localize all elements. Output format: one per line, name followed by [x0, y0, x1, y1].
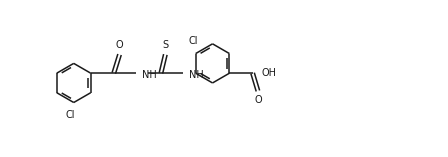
Text: Cl: Cl [189, 36, 198, 46]
Text: O: O [116, 41, 123, 51]
Text: NH: NH [142, 70, 156, 80]
Text: O: O [254, 95, 262, 105]
Text: OH: OH [262, 68, 276, 78]
Text: S: S [162, 41, 168, 51]
Text: NH: NH [189, 70, 204, 80]
Text: Cl: Cl [66, 110, 75, 120]
